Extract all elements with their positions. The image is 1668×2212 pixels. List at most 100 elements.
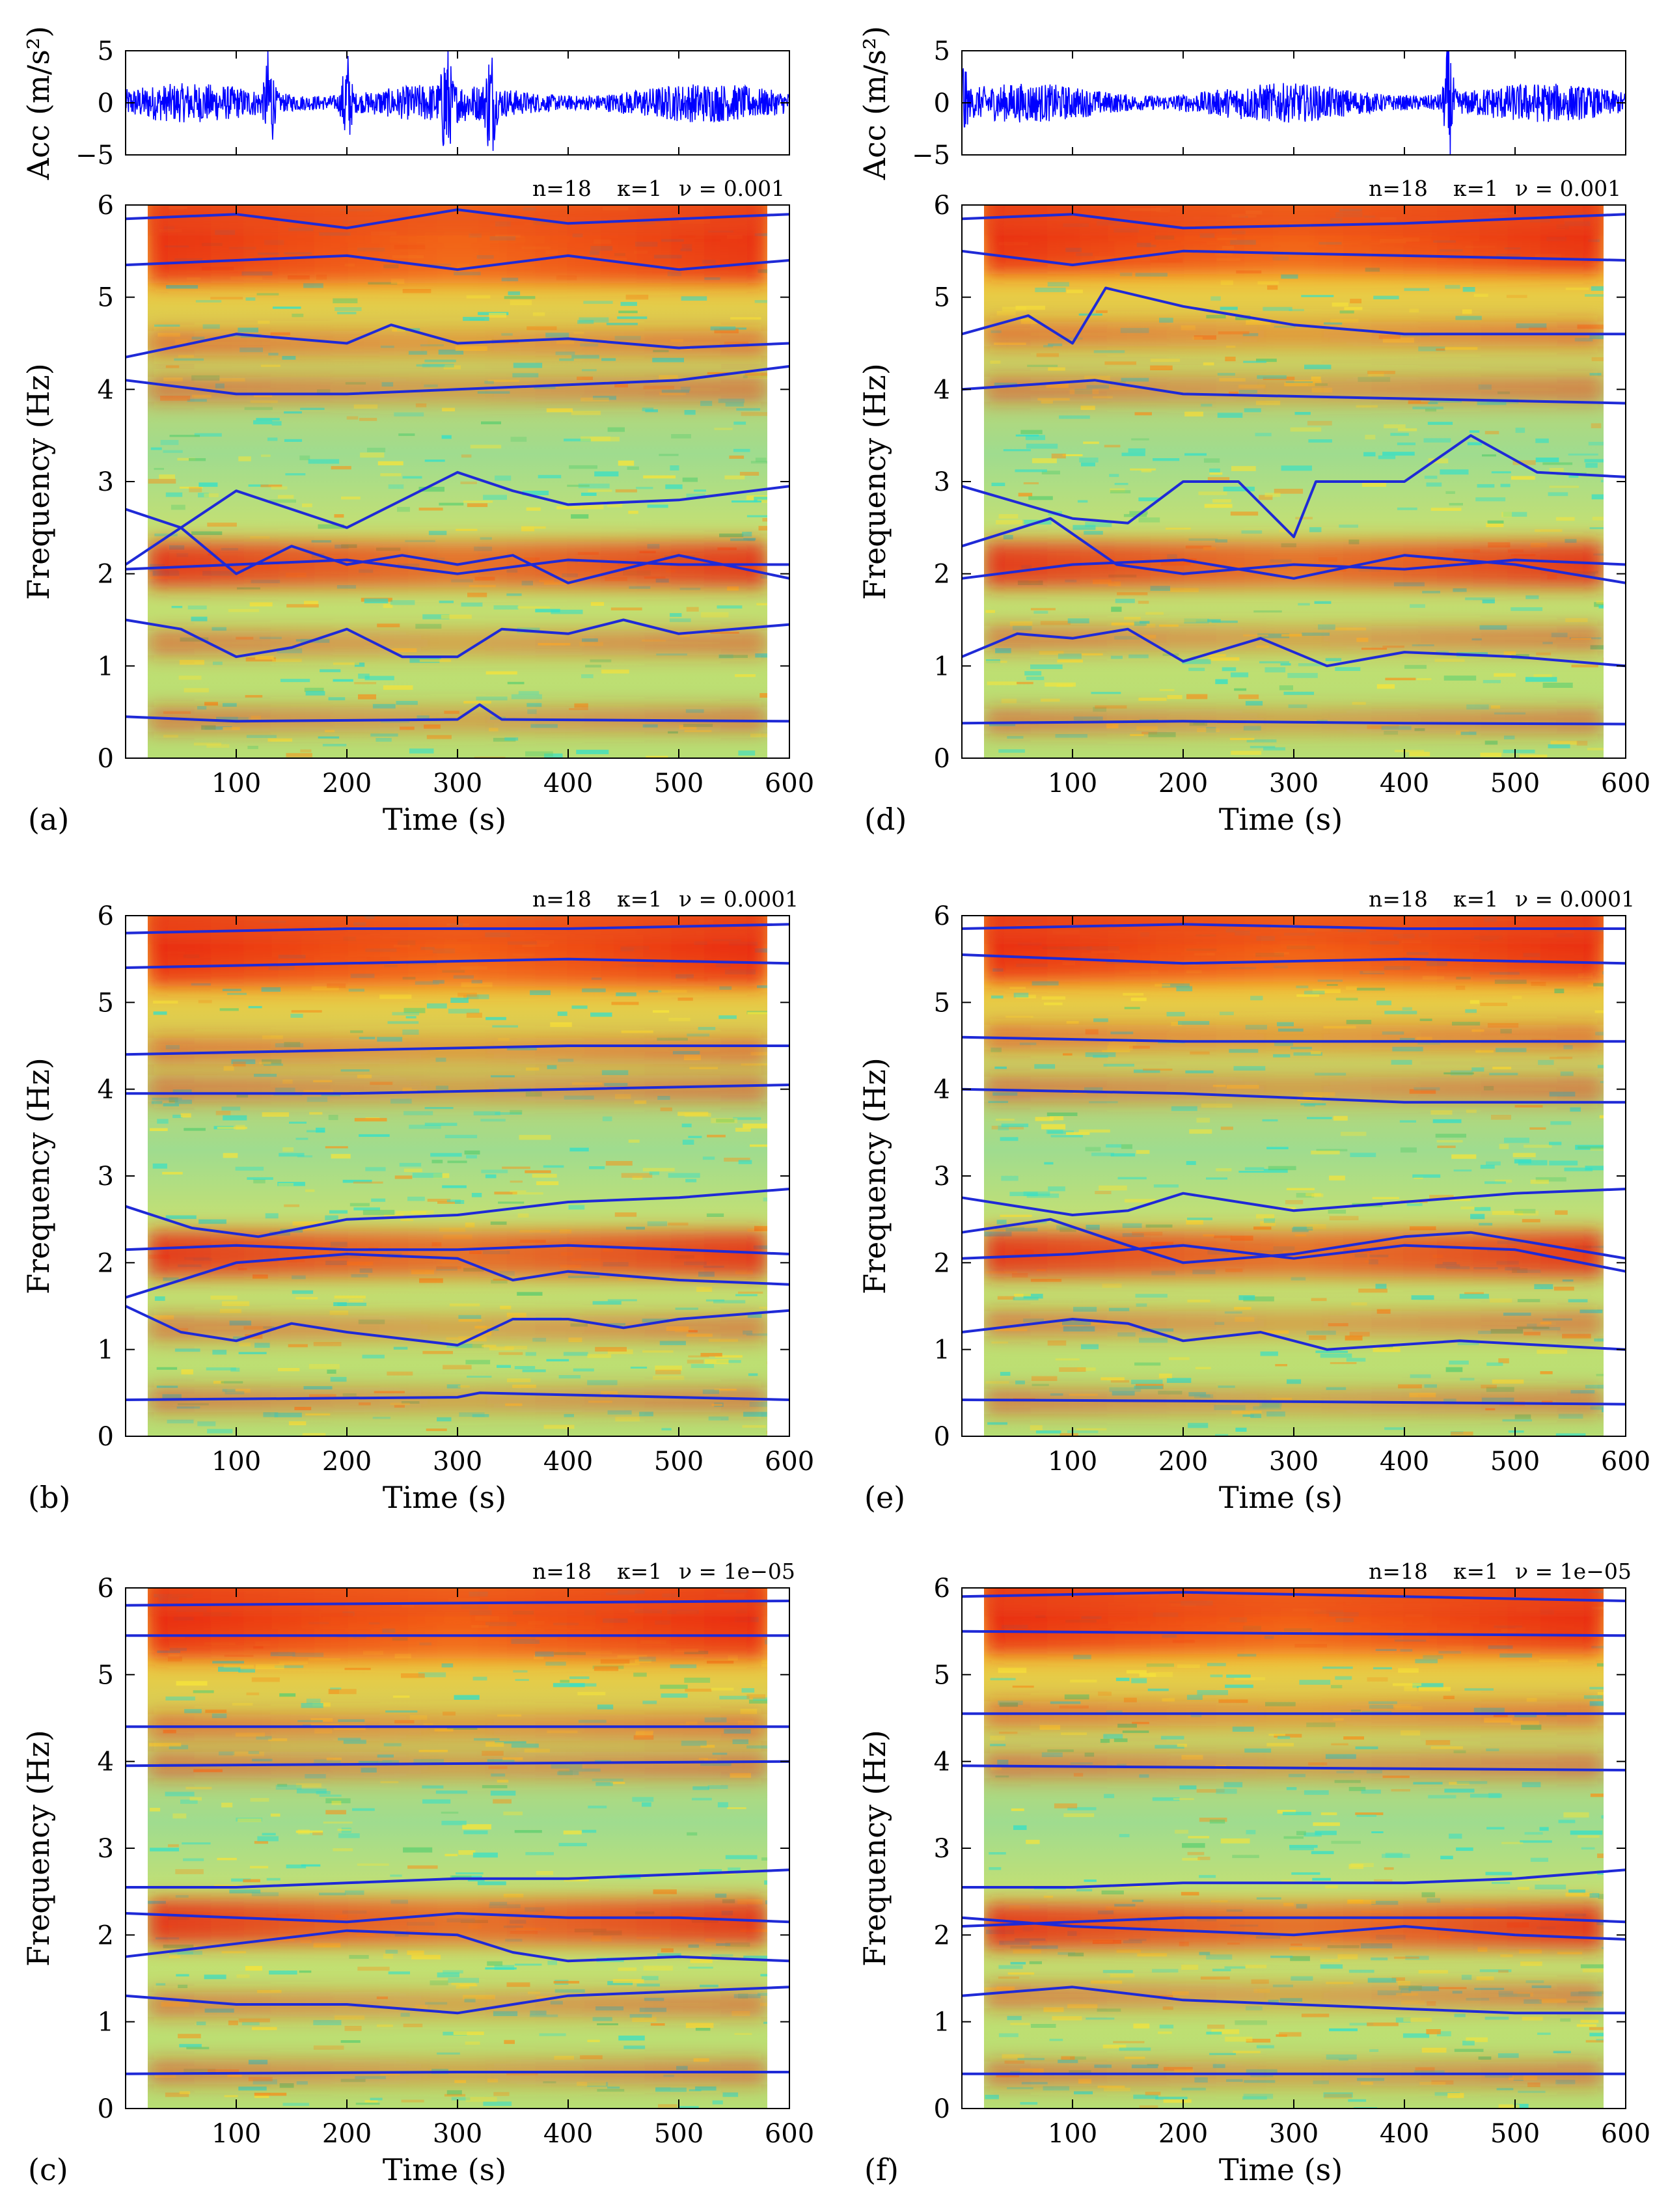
panel-a-heatmap <box>148 205 767 758</box>
panel-a-ytick-label: 6 <box>98 191 114 221</box>
panel-e-ridge-line <box>961 1188 1626 1216</box>
panel-b-ridge-line <box>125 1305 790 1346</box>
panel-b-ylabel: Frequency (Hz) <box>21 1058 56 1294</box>
panel-c-ridge-line <box>125 1986 790 2015</box>
panel-e-ytick-label: 2 <box>934 1248 950 1278</box>
panel-c-heatmap <box>148 1588 767 2109</box>
panel-f-xtick-label: 100 <box>1048 2119 1097 2149</box>
panel-b-ytick-label: 4 <box>98 1075 114 1105</box>
panel-b-xtick-label: 300 <box>433 1447 482 1477</box>
panel-a-ridge-line <box>125 558 789 575</box>
panel-f-ytick-label: 0 <box>934 2094 950 2124</box>
panel-a-ytick-label: 0 <box>98 744 114 774</box>
panel-c-xtick-label: 600 <box>765 2119 814 2149</box>
panel-d-xtick-label: 200 <box>1158 769 1208 799</box>
panel-c-ridge-line <box>125 1912 790 1924</box>
panel-d-ytick-label: 4 <box>934 375 950 405</box>
panel-c-xtick-label: 200 <box>322 2119 372 2149</box>
panel-f-ridge-line <box>961 1916 1626 1928</box>
panel-b-ridge-line <box>125 1188 790 1238</box>
panel-c-xtick-label: 100 <box>212 2119 261 2149</box>
panel-b-xtick-label: 500 <box>654 1447 704 1477</box>
panel-c-ylabel: Frequency (Hz) <box>21 1730 56 1967</box>
panel-c-ytick-label: 4 <box>98 1747 114 1777</box>
panel-b-ridge-line <box>125 957 790 969</box>
panel-c-xtick-label: 400 <box>543 2119 593 2149</box>
panel-d-param-kappa: κ=1 <box>1453 176 1498 201</box>
panel-a-ytick-label: 2 <box>98 560 114 590</box>
panel-c-ytick-label: 5 <box>98 1660 114 1690</box>
panel-f-param-kappa: κ=1 <box>1453 1559 1498 1584</box>
panel-d-label: (d) <box>864 802 907 837</box>
panel-f-ridge-line <box>962 1868 1626 1889</box>
panel-f-ridge-line <box>961 1986 1626 2015</box>
panel-f-param-n: n=18 <box>1369 1559 1428 1584</box>
panel-c-ridge-line <box>126 1868 790 1889</box>
panel-a-xtick-label: 400 <box>543 769 593 799</box>
panel-e-ridge-line <box>961 1218 1626 1264</box>
panel-e: 0 1 2 3 4 5 6 100 200 300 400 500 600 Time (s) Frequen… <box>857 886 1650 1515</box>
panel-b-xtick-label: 400 <box>543 1447 593 1477</box>
panel-a-ridge-line <box>125 364 790 396</box>
panel-e-ridge-line <box>961 1399 1626 1406</box>
panel-a: 0 1 2 3 4 5 6 100 200 300 400 500 600 Time (s) Frequen… <box>21 176 814 837</box>
panel-d-ridge-line <box>961 213 1626 230</box>
panel-c-label: (c) <box>28 2152 68 2187</box>
panel-f-ridge-line <box>961 1764 1626 1771</box>
panel-c-ytick-label: 0 <box>98 2094 114 2124</box>
panel-d-param-n: n=18 <box>1369 176 1428 201</box>
panel-c-ytick-label: 2 <box>98 1920 114 1950</box>
panel-d-ridge-line <box>961 286 1626 345</box>
panel-b-ridge-line <box>125 1253 790 1299</box>
panel-b-param-kappa: κ=1 <box>617 886 662 912</box>
panel-d-ylabel: Frequency (Hz) <box>857 363 892 600</box>
panel-d-ytick-label: 1 <box>934 651 950 681</box>
acc-right-ytick-label: 5 <box>934 36 950 66</box>
panel-d-ytick-label: 0 <box>934 744 950 774</box>
panel-e-ridge-line <box>961 1244 1626 1273</box>
panel-f-param-nu: ν = 1e−05 <box>1515 1559 1632 1584</box>
panel-d-ridge-line <box>961 627 1626 668</box>
panel-f-ytick-label: 1 <box>934 2008 950 2038</box>
panel-f-ridge-line <box>961 1916 1626 1941</box>
panel-d-ytick-label: 5 <box>934 283 950 313</box>
panel-a-ridge-line <box>125 254 790 271</box>
panel-e-ytick-label: 3 <box>934 1162 950 1192</box>
panel-a-ytick-label: 4 <box>98 375 114 405</box>
panel-c: 0 1 2 3 4 5 6 100 200 300 400 500 600 Time (s) Frequen… <box>21 1559 814 2187</box>
panel-e-xlabel: Time (s) <box>1219 1480 1343 1515</box>
panel-a-ridge-line <box>125 618 790 659</box>
panel-c-ridge-line <box>125 1929 790 1963</box>
panel-a-xtick-label: 100 <box>212 769 261 799</box>
panel-a-ytick-label: 1 <box>98 651 114 681</box>
panel-c-ytick-label: 1 <box>98 2008 114 2038</box>
panel-d: 0 1 2 3 4 5 6 100 200 300 400 500 600 Time (s) Frequen… <box>857 176 1650 837</box>
panel-d-ytick-label: 2 <box>934 560 950 590</box>
panel-e-xtick-label: 300 <box>1269 1447 1319 1477</box>
panel-b-ytick-label: 1 <box>98 1335 114 1365</box>
panel-b-heatmap <box>148 916 767 1436</box>
panel-f-label: (f) <box>864 2152 899 2187</box>
panel-f-ytick-label: 2 <box>934 1920 950 1950</box>
panel-c-ridge-line <box>125 1760 790 1768</box>
panel-e-param-kappa: κ=1 <box>1453 886 1498 912</box>
panel-b-xtick-label: 100 <box>212 1447 261 1477</box>
panel-e-param-n: n=18 <box>1369 886 1428 912</box>
panel-a-ylabel: Frequency (Hz) <box>21 363 56 600</box>
panel-e-ylabel: Frequency (Hz) <box>857 1058 892 1294</box>
panel-c-xtick-label: 500 <box>654 2119 704 2149</box>
panel-a-ridge-line <box>125 508 790 584</box>
acc-left-ytick-label: −5 <box>75 141 114 171</box>
panel-c-param-nu: ν = 1e−05 <box>679 1559 795 1584</box>
panel-e-ytick-label: 4 <box>934 1075 950 1105</box>
panel-d-ridge-line <box>961 434 1626 538</box>
panel-a-xtick-label: 500 <box>654 769 704 799</box>
panel-a-param-nu: ν = 0.001 <box>679 176 785 201</box>
panel-a-xtick-label: 200 <box>322 769 372 799</box>
panel-f-ytick-label: 6 <box>934 1574 950 1604</box>
panel-e-ytick-label: 6 <box>934 901 950 931</box>
panel-e-xtick-label: 500 <box>1490 1447 1540 1477</box>
panel-c-xtick-label: 300 <box>433 2119 482 2149</box>
panel-e-xtick-label: 600 <box>1601 1447 1650 1477</box>
acc-right-ytick-label: −5 <box>912 141 950 171</box>
